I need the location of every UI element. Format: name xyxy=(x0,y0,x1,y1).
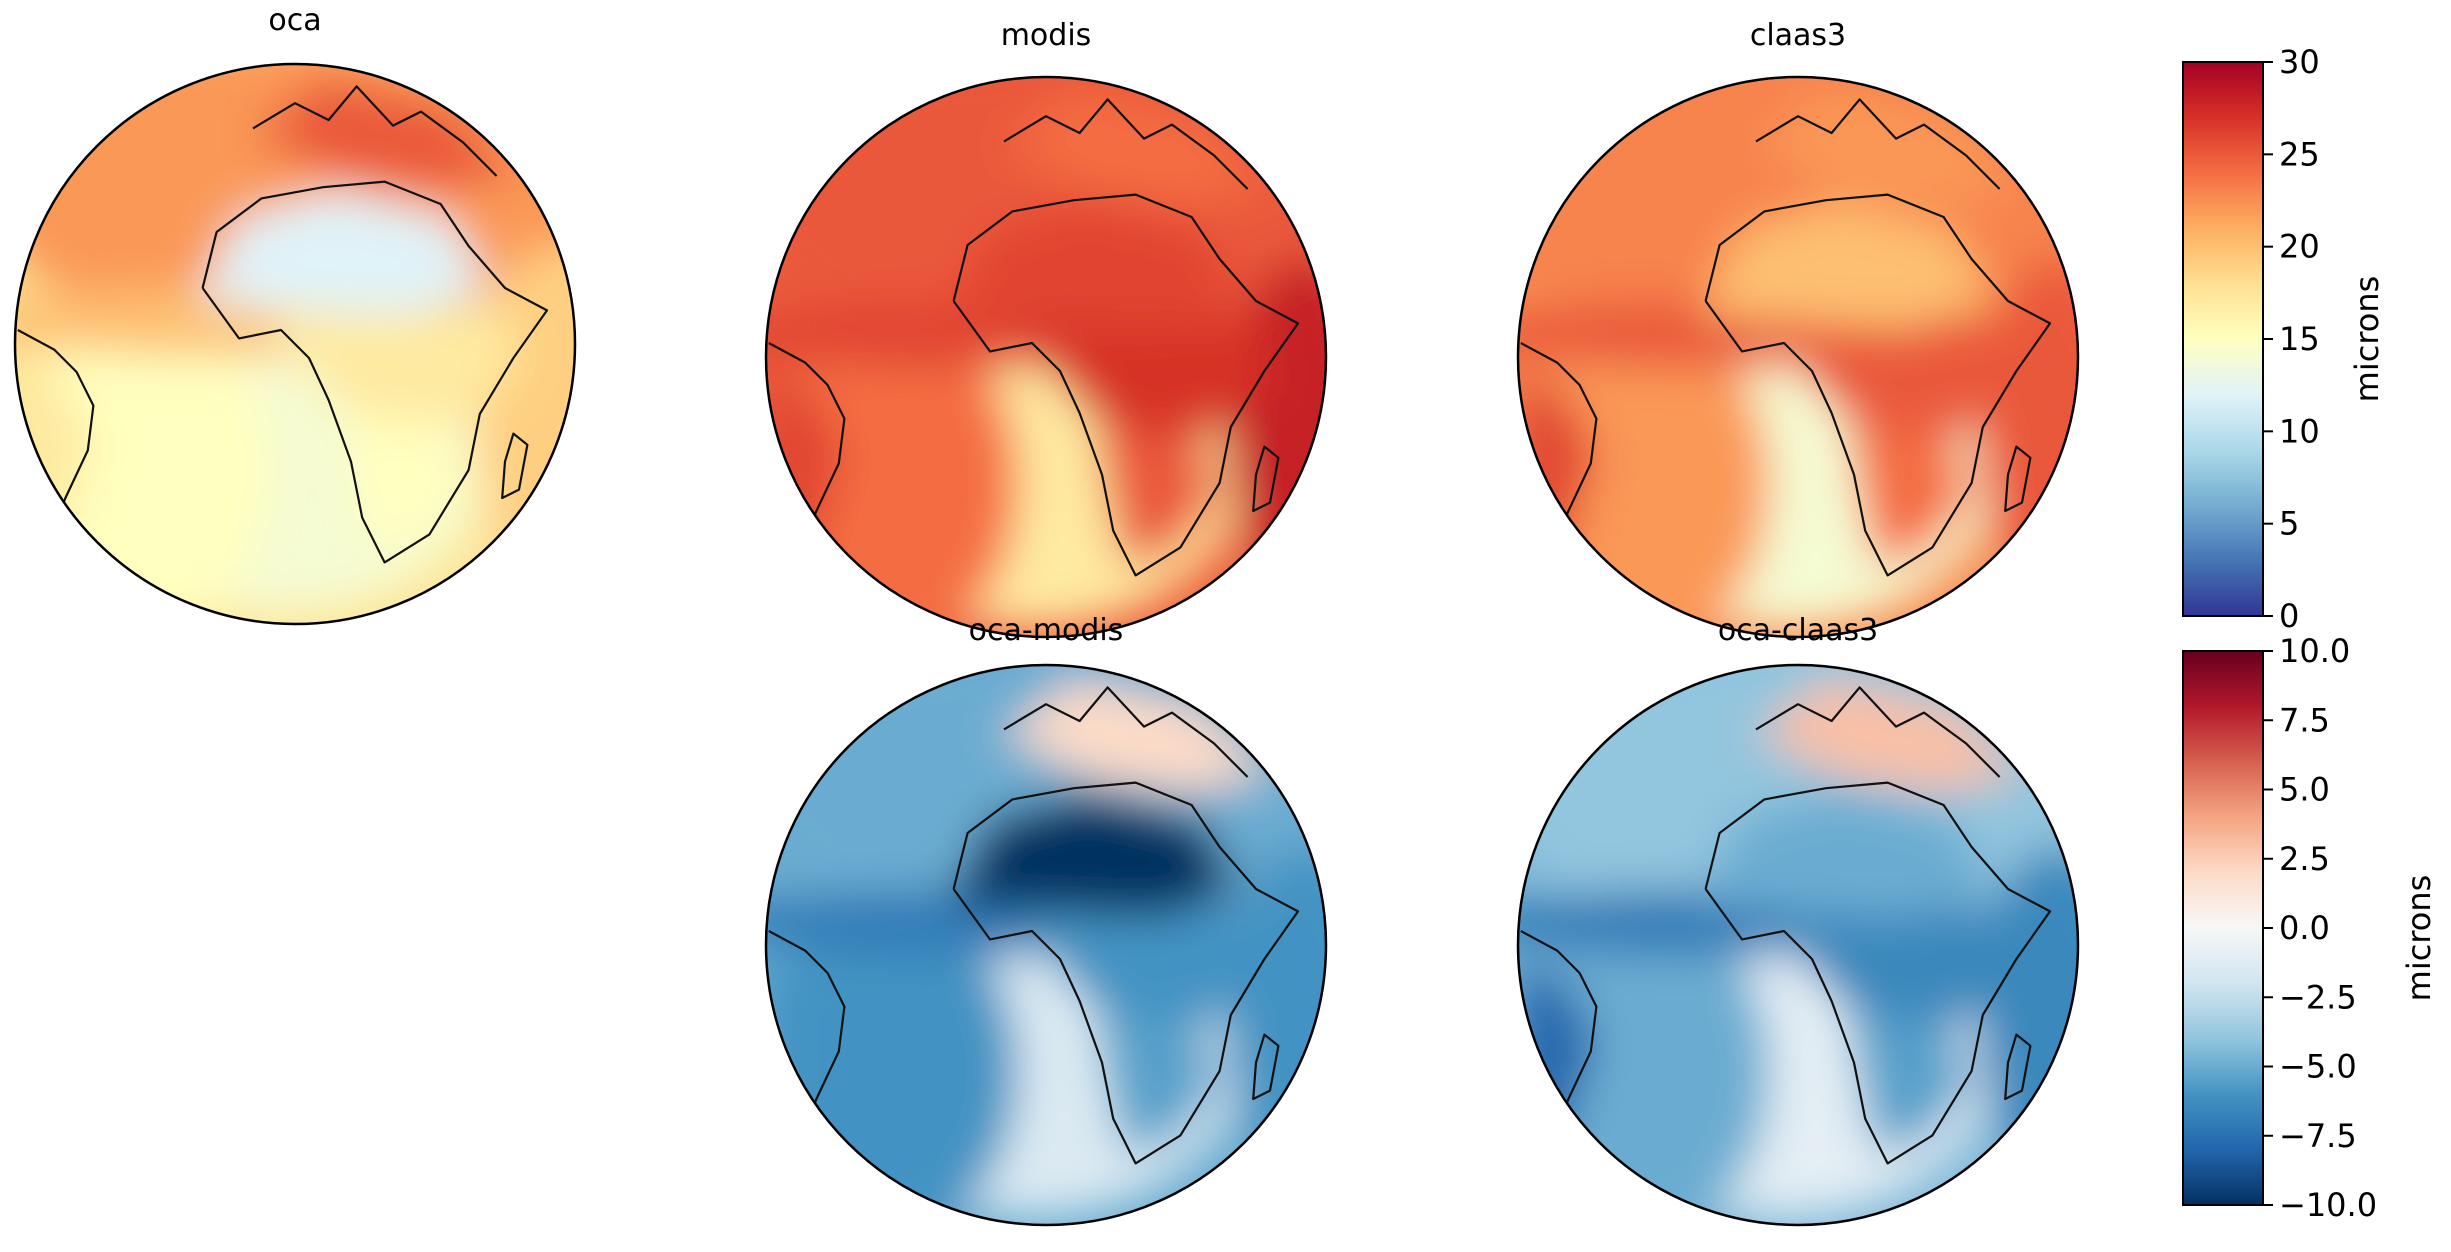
colorbar-tick-label: 10 xyxy=(2279,412,2320,450)
coastline-africa xyxy=(1704,781,2052,1165)
globe-outline xyxy=(1516,75,2080,639)
colorbar-tick-label: 7.5 xyxy=(2279,701,2330,739)
coastline-madagascar xyxy=(2004,1033,2032,1101)
colorbar-tick-label: −7.5 xyxy=(2279,1117,2357,1155)
coastline-europe xyxy=(252,85,498,177)
coastline-madagascar xyxy=(1252,445,1280,513)
colorbar-tick-label: 10.0 xyxy=(2279,632,2350,670)
colorbar-tick-label: 0 xyxy=(2279,597,2299,635)
coastline-europe xyxy=(1003,98,1249,190)
colorbar-tick-label: 2.5 xyxy=(2279,840,2330,878)
colorbar-tick-label: 0.0 xyxy=(2279,909,2330,947)
globe-outline xyxy=(1516,663,2080,1227)
region-east-indian-ocean xyxy=(1977,259,2078,595)
region-central-africa xyxy=(1770,315,2022,441)
globe-field-oca-modis xyxy=(766,665,1326,1225)
coastline-europe xyxy=(1003,686,1249,778)
globe-outline xyxy=(13,62,577,626)
colorbar-absolute: microns 0 5 10 15 20 25 30 xyxy=(2182,43,2386,635)
coastline-madagascar xyxy=(501,432,529,500)
colorbar-tick-label: 25 xyxy=(2279,135,2320,173)
colorbar-tick-label: −10.0 xyxy=(2279,1186,2377,1224)
globe-modis: modis xyxy=(764,18,1328,639)
region-sahara xyxy=(1700,203,1994,329)
region-mediterranean-europe xyxy=(253,78,519,190)
colorbar-gradient xyxy=(2182,61,2264,617)
globe-field-oca xyxy=(15,64,575,624)
region-sahara xyxy=(1700,791,1994,917)
coastline-africa xyxy=(201,180,549,564)
panel-title-oca-claas3: oca-claas3 xyxy=(1718,613,1878,648)
globe-field-claas3 xyxy=(1518,77,2078,637)
colorbar-tick-label: −5.0 xyxy=(2279,1048,2357,1086)
colorbar-tick-label: 20 xyxy=(2279,228,2320,266)
globe-outline xyxy=(764,75,1328,639)
colorbar-tick-label: −2.5 xyxy=(2279,978,2357,1016)
region-sahara xyxy=(948,791,1242,917)
globe-oca: oca xyxy=(13,3,577,626)
region-sahara xyxy=(197,190,491,316)
region-east-indian-ocean xyxy=(474,246,575,582)
colorbar-gradient xyxy=(2182,650,2264,1206)
coastline-europe xyxy=(1755,98,2001,190)
colorbar-tick-label: 5 xyxy=(2279,505,2299,543)
globe-field-modis xyxy=(766,77,1326,637)
panel-title-modis: modis xyxy=(1001,18,1092,53)
colorbar-tick-label: 5.0 xyxy=(2279,771,2330,809)
colorbar-tick-label: 15 xyxy=(2279,320,2320,358)
region-central-africa xyxy=(1770,903,2022,1029)
colorbar-difference: microns −10.0 −7.5 −5.0 −2.5 0.0 2.5 5.0 7.5 10.… xyxy=(2182,632,2438,1224)
globe-oca-modis: oca-modis xyxy=(764,613,1328,1227)
globe-outline xyxy=(764,663,1328,1227)
coastlines xyxy=(17,85,549,569)
globe-field-oca-claas3 xyxy=(1518,665,2078,1225)
region-east-indian-ocean xyxy=(1977,847,2078,1183)
region-east-indian-ocean xyxy=(1225,847,1326,1183)
region-mediterranean-europe xyxy=(1756,679,2022,791)
colorbar-tick-label: 30 xyxy=(2279,43,2320,81)
panel-title-oca-modis: oca-modis xyxy=(969,613,1124,648)
region-central-africa xyxy=(267,302,519,428)
panel-title-claas3: claas3 xyxy=(1750,18,1846,53)
panel-title-oca: oca xyxy=(268,3,321,38)
colorbar-label-difference: microns xyxy=(2400,875,2438,1002)
globe-oca-claas3: oca-claas3 xyxy=(1516,613,2080,1227)
coastline-madagascar xyxy=(2004,445,2032,513)
region-mediterranean-europe xyxy=(1756,91,2022,203)
globe-claas3: claas3 xyxy=(1516,18,2080,639)
coastline-africa xyxy=(952,781,1300,1165)
region-central-africa xyxy=(1018,315,1270,441)
region-mediterranean-europe xyxy=(1004,91,1270,203)
coastline-europe xyxy=(1755,686,2001,778)
region-east-indian-ocean xyxy=(1225,259,1326,595)
region-central-africa xyxy=(1018,903,1270,1029)
region-sahara xyxy=(948,203,1242,329)
coastline-africa xyxy=(1704,193,2052,577)
colorbar-label-absolute: microns xyxy=(2348,276,2386,403)
region-mediterranean-europe xyxy=(1004,679,1270,791)
coastline-africa xyxy=(952,193,1300,577)
coastline-madagascar xyxy=(1252,1033,1280,1101)
